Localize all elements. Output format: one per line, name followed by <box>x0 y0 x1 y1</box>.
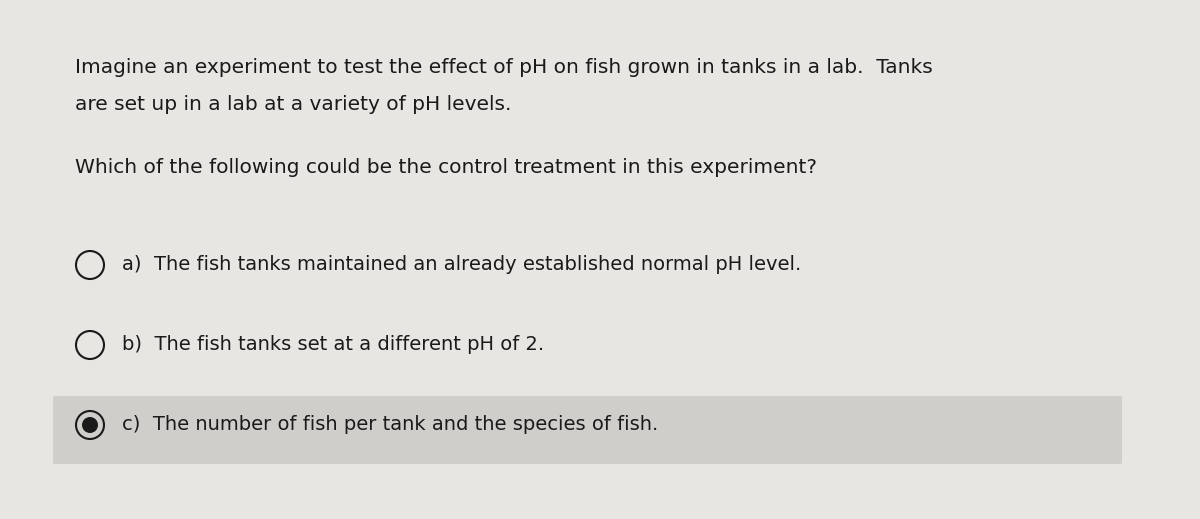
Text: are set up in a lab at a variety of pH levels.: are set up in a lab at a variety of pH l… <box>74 95 511 114</box>
Text: Imagine an experiment to test the effect of pH on fish grown in tanks in a lab. : Imagine an experiment to test the effect… <box>74 58 932 77</box>
Text: b)  The fish tanks set at a different pH of 2.: b) The fish tanks set at a different pH … <box>122 335 544 354</box>
Circle shape <box>76 251 104 279</box>
Circle shape <box>82 417 98 433</box>
Text: c)  The number of fish per tank and the species of fish.: c) The number of fish per tank and the s… <box>122 416 659 434</box>
Circle shape <box>76 411 104 439</box>
Circle shape <box>76 331 104 359</box>
FancyBboxPatch shape <box>53 396 1122 464</box>
Text: Which of the following could be the control treatment in this experiment?: Which of the following could be the cont… <box>74 158 817 177</box>
Text: a)  The fish tanks maintained an already established normal pH level.: a) The fish tanks maintained an already … <box>122 255 802 275</box>
